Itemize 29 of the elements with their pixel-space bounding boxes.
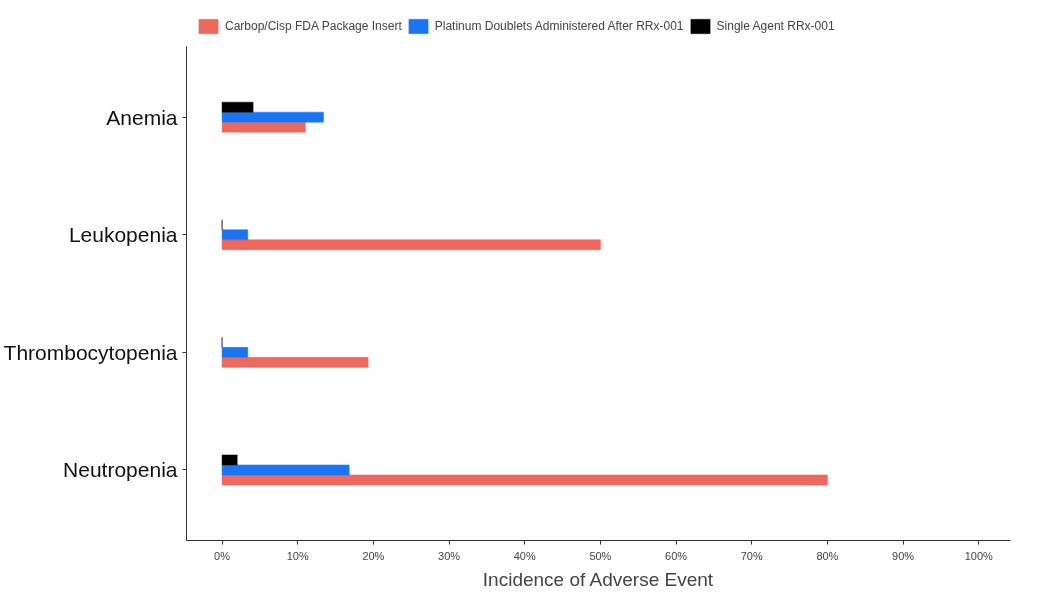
x-tick-label: 60% (665, 549, 688, 562)
bar (221, 357, 369, 368)
x-tick-label: 70% (740, 549, 763, 562)
bar (221, 111, 324, 123)
bar (221, 474, 828, 486)
bar (221, 229, 249, 241)
y-tick-label: Neutropenia (63, 458, 178, 482)
x-tick-label: 30% (438, 549, 461, 562)
x-tick-label: 20% (362, 549, 385, 562)
x-tick-label: 80% (816, 549, 839, 562)
bar (221, 454, 238, 466)
bar (221, 347, 249, 358)
x-tick-label: 10% (286, 549, 309, 562)
legend-label: Platinum Doublets Administered After RRx-001 (434, 19, 684, 33)
x-tick-label: 100% (964, 549, 994, 562)
x-axis-title: Incidence of Adverse Event (482, 568, 714, 590)
legend-label: Single Agent RRx-001 (716, 19, 835, 33)
bar (221, 464, 350, 476)
bar (221, 101, 254, 113)
x-tick-label: 40% (513, 549, 536, 562)
x-tick-label: 50% (589, 549, 612, 562)
y-tick-label: Anemia (106, 105, 178, 129)
legend-label: Carbop/Cisp FDA Package Insert (225, 19, 402, 33)
bar (221, 239, 601, 250)
bar (221, 121, 306, 133)
x-tick-label: 90% (892, 549, 915, 562)
x-tick-label: 0% (214, 549, 231, 562)
y-tick-label: Leukopenia (68, 223, 178, 247)
y-tick-label: Thrombocytopenia (3, 340, 178, 364)
